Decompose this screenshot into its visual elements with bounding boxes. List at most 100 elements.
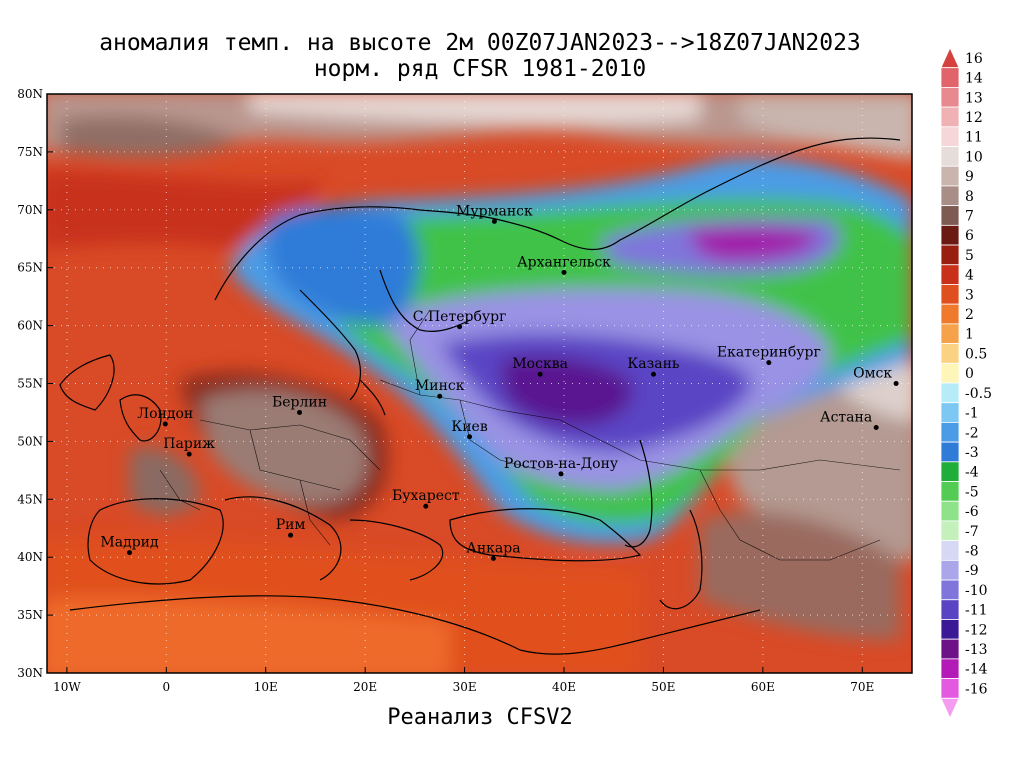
city-label: Екатеринбург [717, 345, 821, 361]
lat-tick-label: 60N [17, 319, 43, 333]
colorbar-swatch [940, 303, 960, 325]
colorbar-swatch [940, 461, 960, 482]
colorbar-swatch [940, 146, 960, 167]
colorbar-swatch [940, 185, 960, 207]
colorbar: 16 14 13 12 11 10 9 8 7 6 5 4 3 2 1 0.5 0 -0.5 -1 -2 -3 -4 -5 -… [940, 47, 992, 719]
colorbar-swatch [940, 343, 960, 364]
colorbar-swatch [940, 441, 960, 463]
colorbar-label: 13 [965, 90, 983, 106]
colorbar-label: -5 [965, 484, 979, 500]
city-label: Берлин [272, 394, 327, 410]
city-label: Москва [512, 356, 568, 372]
lat-tick-label: 40N [17, 550, 43, 564]
city-marker [457, 324, 463, 330]
colorbar-swatch [940, 362, 960, 384]
colorbar-swatch [940, 165, 960, 187]
colorbar-label: 9 [965, 169, 974, 185]
lon-tick-label: 20E [353, 680, 377, 694]
city-label: Мадрид [100, 535, 159, 551]
colorbar-label: -14 [965, 662, 988, 678]
colorbar-label: 3 [965, 287, 974, 303]
colorbar-swatch [940, 619, 960, 640]
colorbar-swatch [940, 47, 960, 69]
city-label: Лондон [137, 406, 193, 422]
colorbar-label: -16 [965, 681, 988, 697]
city-marker [490, 555, 496, 561]
colorbar-label: 16 [965, 51, 983, 67]
city-label: Омск [853, 366, 892, 382]
colorbar-label: 12 [965, 110, 983, 126]
colorbar-label: 10 [965, 149, 983, 165]
colorbar-label: -10 [965, 583, 988, 599]
colorbar-swatch [940, 244, 960, 266]
colorbar-label: -6 [965, 504, 979, 520]
colorbar-label: -7 [965, 524, 979, 540]
anomaly-field [47, 94, 912, 673]
city-marker [297, 409, 303, 415]
lat-tick-label: 65N [17, 261, 43, 275]
city-marker [423, 503, 429, 509]
colorbar-swatch [940, 481, 960, 502]
colorbar-label: 8 [965, 189, 974, 205]
colorbar-label: 1 [965, 327, 974, 343]
colorbar-swatch [940, 382, 960, 404]
city-marker [467, 434, 473, 440]
map-footer: Реанализ CFSV2 [387, 705, 573, 730]
city-labels: Мурманск Архангельск С.Петербург Москва Каза… [100, 203, 899, 561]
colorbar-swatch [940, 323, 960, 344]
colorbar-swatch [940, 559, 960, 581]
city-marker [561, 269, 567, 275]
city-marker [127, 550, 133, 556]
colorbar-swatch [940, 540, 960, 561]
city-label: Рим [276, 517, 306, 533]
city-label: Ростов-на-Дону [504, 456, 619, 472]
city-marker [537, 371, 543, 377]
colorbar-swatch [940, 599, 960, 620]
map-title-line2: норм. ряд CFSR 1981-2010 [313, 56, 647, 82]
map-title-line1: аномалия темп. на высоте 2м 00Z07JAN2023… [99, 30, 861, 56]
colorbar-label: -3 [965, 445, 979, 461]
colorbar-swatch [940, 67, 960, 88]
city-marker [650, 371, 656, 377]
colorbar-label: -8 [965, 544, 979, 560]
colorbar-label: 4 [965, 268, 974, 284]
city-label: Анкара [466, 540, 520, 556]
lon-tick-label: 30E [453, 680, 477, 694]
city-label: Бухарест [392, 488, 460, 504]
lon-tick-label: 40E [552, 680, 576, 694]
colorbar-swatch [940, 520, 960, 542]
lon-tick-label: 50E [651, 680, 675, 694]
colorbar-label: 7 [965, 209, 974, 225]
city-marker [437, 393, 443, 399]
colorbar-swatch [940, 205, 960, 226]
city-marker [873, 425, 879, 431]
colorbar-label: 6 [965, 228, 974, 244]
coastlines [59, 137, 901, 655]
colorbar-swatch [940, 500, 960, 522]
colorbar-swatch [940, 697, 960, 719]
colorbar-label: -9 [965, 563, 979, 579]
colorbar-label: 2 [965, 307, 974, 323]
colorbar-swatch [940, 658, 960, 679]
colorbar-swatch [940, 284, 960, 305]
borders [159, 309, 901, 561]
city-label: Киев [451, 419, 487, 435]
city-marker [186, 451, 192, 457]
colorbar-label: -2 [965, 425, 979, 441]
city-label: Париж [163, 436, 215, 452]
colorbar-swatch [940, 402, 960, 423]
city-marker [288, 532, 294, 538]
colorbar-swatch [940, 678, 960, 699]
city-label: Мурманск [456, 203, 533, 219]
colorbar-swatch [940, 106, 960, 128]
colorbar-label: -13 [965, 642, 988, 658]
colorbar-label: 11 [965, 130, 983, 146]
city-marker [491, 218, 497, 224]
lat-tick-label: 55N [17, 377, 43, 391]
colorbar-label: -0.5 [965, 386, 992, 402]
colorbar-label: 14 [965, 71, 983, 87]
city-label: Астана [820, 410, 872, 426]
lon-tick-label: 70E [850, 680, 874, 694]
city-label: Архангельск [517, 254, 611, 270]
